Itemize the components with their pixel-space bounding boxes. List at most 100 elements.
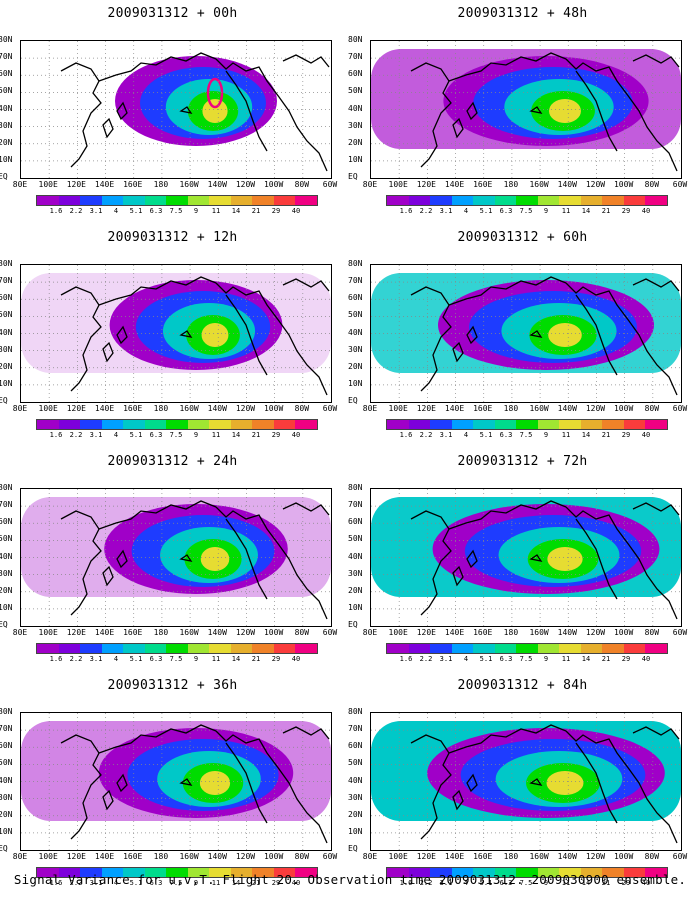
colorbar-swatch	[580, 868, 603, 877]
panel-title: 2009031312 + 48h	[457, 6, 588, 21]
coastline	[452, 789, 464, 811]
colorbar-label: 9	[543, 431, 549, 439]
longitude-label: 140W	[207, 404, 227, 413]
map-canvas	[21, 489, 331, 626]
coastline	[215, 282, 328, 396]
latitude-label: 30N	[348, 120, 363, 130]
colorbar-label: 4	[463, 207, 469, 215]
colorbar-swatch	[516, 868, 538, 877]
longitude-label: 140W	[557, 852, 577, 861]
colorbar-swatch	[101, 644, 124, 653]
coastline	[102, 341, 114, 363]
variance-contour	[546, 771, 584, 795]
longitude-label: 160W	[529, 404, 549, 413]
colorbar-swatch	[430, 420, 452, 429]
latitude-label: 60N	[348, 741, 363, 751]
colorbar-label: 3.1	[89, 879, 103, 887]
coastline	[466, 325, 478, 345]
panel-title: 2009031312 + 36h	[107, 678, 238, 693]
coastline	[575, 294, 618, 376]
colorbar-label: 5.1	[129, 207, 143, 215]
panel-title: 2009031312 + 72h	[457, 454, 588, 469]
colorbar-label: 9	[193, 879, 199, 887]
coastline	[410, 510, 452, 616]
colorbar-label: 1.6	[49, 655, 63, 663]
coastline	[98, 276, 217, 306]
panel-title: 2009031312 + 00h	[107, 6, 238, 21]
colorbar-swatch	[451, 644, 474, 653]
colorbar-label: 21	[601, 207, 611, 215]
colorbar-label: 21	[251, 655, 261, 663]
colorbar-swatch	[645, 868, 667, 877]
longitude-label: 180	[153, 180, 169, 189]
latitude-label: 20N	[0, 137, 13, 147]
longitude-label: 100E	[388, 628, 408, 637]
colorbar-label: 14	[231, 655, 241, 663]
colorbar-swatch	[252, 868, 274, 877]
colorbar-label: 1.6	[49, 431, 63, 439]
colorbar-label: 1.6	[49, 879, 63, 887]
coastline	[60, 62, 102, 168]
colorbar-label: 9	[193, 207, 199, 215]
colorbar-swatch	[166, 644, 188, 653]
colorbar-swatch	[559, 420, 581, 429]
colorbar-label: 21	[601, 431, 611, 439]
colorbar-swatch	[230, 644, 253, 653]
coastline	[410, 286, 452, 392]
latitude-label: 10N	[348, 378, 363, 388]
longitude-label: 160W	[529, 180, 549, 189]
colorbar-label: 29	[271, 207, 281, 215]
colorbar-label: 6.3	[149, 655, 163, 663]
latitude-label: 40N	[0, 327, 13, 337]
colorbar-label: 29	[621, 655, 631, 663]
coastline	[179, 330, 193, 338]
colorbar-label: 40	[641, 431, 651, 439]
colorbar-label: 3.1	[89, 431, 103, 439]
latitude-label: 70N	[0, 724, 13, 734]
coastline	[448, 276, 567, 306]
map-canvas	[21, 265, 331, 402]
longitude-label: 100E	[388, 852, 408, 861]
map-canvas	[21, 713, 331, 850]
variance-contour	[201, 323, 229, 347]
colorbar-label: 1.6	[399, 655, 413, 663]
longitude-label: 80E	[12, 628, 28, 637]
latitude-label: 30N	[348, 792, 363, 802]
colorbar-label: 2.2	[69, 207, 83, 215]
longitude-label: 160E	[123, 404, 143, 413]
colorbar-swatch	[37, 644, 59, 653]
latitude-label: 50N	[0, 534, 13, 544]
colorbar-label: 21	[251, 879, 261, 887]
longitude-label: 180	[503, 180, 519, 189]
colorbar-swatch	[473, 868, 495, 877]
longitude-label: 120E	[416, 628, 436, 637]
latitude-label: 60N	[348, 293, 363, 303]
coastline	[632, 278, 680, 292]
latitude-label: 40N	[348, 327, 363, 337]
coastline	[179, 106, 193, 114]
colorbar-label: 14	[581, 207, 591, 215]
colorbar-swatch	[295, 644, 317, 653]
colorbar-label: 40	[641, 207, 651, 215]
map-canvas	[21, 41, 331, 178]
coastline	[225, 294, 268, 376]
colorbar-label: 14	[581, 879, 591, 887]
colorbar-swatch	[295, 420, 317, 429]
colorbar-label: 5.1	[479, 879, 493, 887]
longitude-label: 120W	[585, 404, 606, 413]
colorbar-label: 7.5	[519, 207, 533, 215]
longitude-label: 60W	[672, 628, 688, 637]
colorbar-label: 4	[113, 879, 119, 887]
colorbar-label: 4	[463, 655, 469, 663]
coastline	[116, 773, 128, 793]
coastline	[282, 726, 330, 740]
colorbar-swatch	[430, 196, 452, 205]
longitude-label: 80E	[362, 628, 378, 637]
longitude-label: 100E	[388, 180, 408, 189]
colorbar-swatch	[80, 868, 102, 877]
coastline	[282, 54, 330, 68]
panel-title: 2009031312 + 84h	[457, 678, 588, 693]
latitude-label: 70N	[348, 500, 363, 510]
colorbar-label: 9	[193, 655, 199, 663]
coastline	[448, 500, 567, 530]
